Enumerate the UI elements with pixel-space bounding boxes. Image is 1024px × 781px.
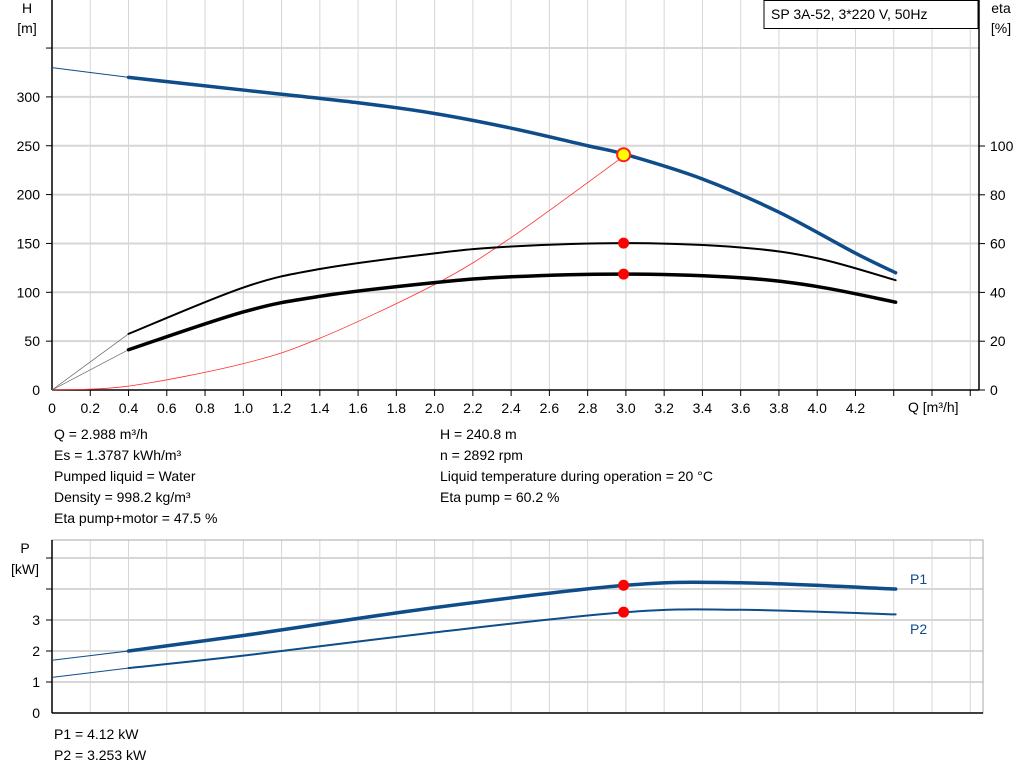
y-label-h-unit: [m] [17,20,36,36]
operating-point [618,579,630,591]
info-right: H = 240.8 m n = 2892 rpm Liquid temperat… [440,424,713,508]
operating-point [618,268,630,280]
bottom-grid [46,539,984,714]
y-label-eta-unit: [%] [991,20,1011,36]
y-label-p-unit: [kW] [11,561,39,577]
y-tick-label-left: 0 [32,382,40,398]
power-plot-frame [51,539,984,714]
info-liquid: Pumped liquid = Water [54,468,196,484]
info-h: H = 240.8 m [440,426,517,442]
x-tick-label: 0.2 [81,400,101,416]
head-curve [126,75,898,275]
y-tick-label-left: 100 [17,284,41,300]
eta-total-curve [126,272,898,352]
info-q: Q = 2.988 m³/h [54,426,148,442]
top-grid [46,0,985,396]
eta-pump-curve-extrapolated [51,333,129,391]
x-tick-label: 3.4 [693,400,713,416]
p-tick-label: 2 [32,643,40,659]
power-curves [51,579,898,678]
x-tick-label: 3.2 [654,400,674,416]
x-tick-label: 0.8 [195,400,215,416]
y-label-h: H [22,0,32,16]
axis-labels: 0 0.2 0.4 0.6 0.8 1.0 1.2 1.4 1.6 1.8 2.0 2.2 2.4 2.6… [17,89,1014,721]
title-box [763,0,979,29]
x-tick-label: 3.8 [769,400,789,416]
y-tick-label-left: 200 [17,187,41,203]
info-density: Density = 998.2 kg/m³ [54,489,191,505]
legend-p2: P2 [910,621,927,637]
x-tick-label: 0.6 [157,400,177,416]
p2-curve-extrapolated [51,667,129,678]
x-tick-label: 1.6 [348,400,368,416]
p1-curve-extrapolated [51,650,129,661]
p-tick-label: 0 [32,705,40,721]
p1-curve [126,580,898,653]
y-tick-label-right: 60 [990,236,1006,252]
y-label-p: P [20,540,29,556]
info-temp: Liquid temperature during operation = 20… [440,468,713,484]
info-n: n = 2892 rpm [440,447,523,463]
top-curves [51,67,898,391]
p-tick-label: 3 [32,612,40,628]
info-p1: P1 = 4.12 kW [54,726,139,742]
head-curve-extrapolated [51,67,129,78]
eta-pump-curve [127,242,897,335]
eta-total-curve-extrapolated [51,349,129,391]
x-tick-label: 2.0 [425,400,445,416]
p2-curve [127,608,897,670]
x-tick-label: 1.8 [387,400,407,416]
x-tick-label: 4.0 [807,400,827,416]
y-tick-label-right: 0 [990,382,998,398]
system-curve [51,154,627,391]
y-tick-label-right: 80 [990,187,1006,203]
operating-point [616,147,632,163]
x-tick-label: 2.2 [463,400,483,416]
x-tick-label: 2.6 [540,400,560,416]
x-tick-label: 1.4 [310,400,330,416]
operating-point [618,606,630,618]
y-tick-label-left: 150 [17,235,41,251]
info-left: Q = 2.988 m³/h Es = 1.3787 kWh/m³ Pumped… [54,424,217,529]
info-es: Es = 1.3787 kWh/m³ [54,447,182,463]
info-power: P1 = 4.12 kW P2 = 3.253 kW [54,724,146,766]
y-tick-label-left: 300 [17,89,41,105]
y-tick-label-left: 250 [17,138,41,154]
y-label-eta: eta [991,0,1011,16]
y-tick-label-right: 40 [990,284,1006,300]
x-tick-label: 3.0 [616,400,636,416]
x-tick-label: 1.2 [272,400,292,416]
info-eta-total: Eta pump+motor = 47.5 % [54,510,218,526]
y-tick-label-right: 20 [990,333,1006,349]
x-tick-label: 2.8 [578,400,598,416]
y-tick-label-right: 100 [990,138,1014,154]
legend-p1: P1 [910,571,927,587]
p-tick-label: 1 [32,674,40,690]
x-tick-label: 0.4 [119,400,139,416]
y-tick-label-left: 50 [24,333,40,349]
x-tick-label: 3.6 [731,400,751,416]
x-tick-label: 4.2 [846,400,866,416]
x-tick-label: 1.0 [234,400,254,416]
info-eta-pump: Eta pump = 60.2 % [440,489,560,505]
operating-point [618,237,630,249]
info-p2: P2 = 3.253 kW [54,747,147,763]
x-label-q: Q [m³/h] [908,399,959,415]
x-tick-label: 0 [48,400,56,416]
x-tick-label: 2.4 [501,400,521,416]
chart-title: SP 3A-52, 3*220 V, 50Hz [771,6,927,22]
